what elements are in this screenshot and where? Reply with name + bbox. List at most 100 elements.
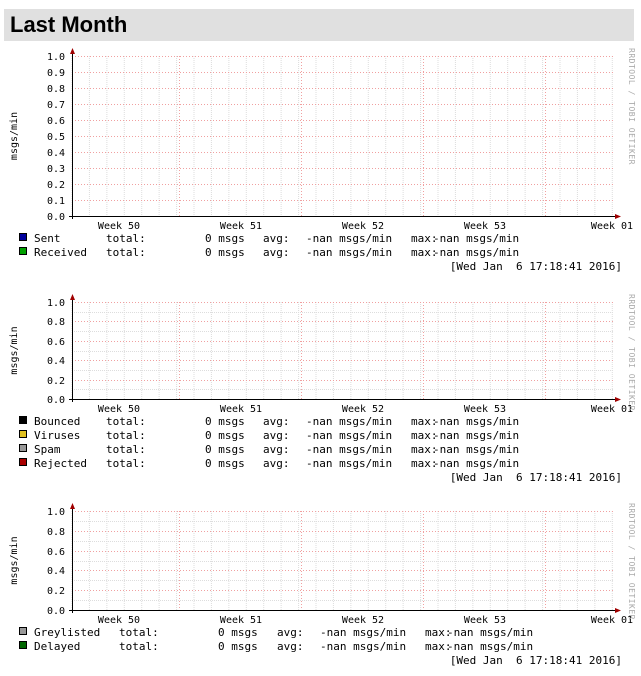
graph-bounced-viruses-spam-rejected: 1.0 0.8 0.6 0.4 0.2 0.0 Week 50 Week 51 Week 52 W… [9, 294, 636, 484]
y-tick-label: 0.0 [47, 395, 65, 406]
y-tick-label: 0.1 [47, 196, 65, 207]
x-tick-label: Week 52 [342, 221, 384, 232]
legend-max-value: -nan msgs/min [433, 246, 519, 259]
legend-max-value: -nan msgs/min [433, 429, 519, 442]
y-tick-label: 0.4 [47, 356, 65, 367]
graph-timestamp: [Wed Jan 6 17:18:41 2016] [450, 471, 622, 484]
x-tick-label: Week 51 [220, 404, 262, 415]
graph-timestamp: [Wed Jan 6 17:18:41 2016] [450, 654, 622, 667]
y-axis-arrow [70, 294, 75, 300]
legend-avg-label: avg: [277, 640, 304, 653]
y-axis-label: msgs/min [9, 536, 20, 584]
y-tick-label: 0.6 [47, 337, 65, 348]
legend-total-label: total: [106, 457, 146, 470]
x-tick-label: Week 01 [591, 615, 633, 626]
legend-total-value: 0 msgs [205, 232, 245, 245]
legend-max-label: max: [411, 443, 438, 456]
x-tick-label: Week 50 [98, 615, 140, 626]
y-axis-arrow [70, 503, 75, 509]
legend-avg-label: avg: [263, 246, 290, 259]
legend-max-label: max: [425, 640, 452, 653]
x-axis-arrow [615, 214, 621, 219]
legend-total-value: 0 msgs [205, 246, 245, 259]
y-tick-label: 0.3 [47, 164, 65, 175]
legend-total-label: total: [106, 232, 146, 245]
legend-series-name: Bounced [34, 415, 80, 428]
y-tick-label: 0.0 [47, 606, 65, 617]
y-tick-label: 1.0 [47, 507, 65, 518]
legend-swatch [19, 233, 27, 241]
legend-series-name: Sent [34, 232, 61, 245]
y-tick-label: 0.2 [47, 180, 65, 191]
x-tick-label: Week 50 [98, 221, 140, 232]
y-tick-label: 1.0 [47, 298, 65, 309]
watermark: RRDTOOL / TOBI OETIKER [627, 48, 636, 165]
x-tick-label: Week 53 [464, 404, 506, 415]
legend-avg-value: -nan msgs/min [306, 429, 392, 442]
page-header: Last Month [4, 9, 634, 41]
legend-avg-value: -nan msgs/min [320, 626, 406, 639]
x-tick-label: Week 01 [591, 221, 633, 232]
y-tick-label: 0.9 [47, 68, 65, 79]
legend-swatch [19, 430, 27, 438]
x-tick-label: Week 51 [220, 615, 262, 626]
legend-avg-value: -nan msgs/min [306, 232, 392, 245]
legend-avg-label: avg: [263, 232, 290, 245]
legend-total-label: total: [106, 443, 146, 456]
x-tick-label: Week 50 [98, 404, 140, 415]
y-tick-label: 0.6 [47, 116, 65, 127]
legend-series-name: Viruses [34, 429, 80, 442]
y-tick-label: 0.5 [47, 132, 65, 143]
y-axis-label: msgs/min [9, 112, 20, 160]
legend-avg-value: -nan msgs/min [320, 640, 406, 653]
legend-total-label: total: [106, 429, 146, 442]
legend-max-value: -nan msgs/min [447, 626, 533, 639]
legend-swatch [19, 641, 27, 649]
x-axis-arrow [615, 608, 621, 613]
legend-max-value: -nan msgs/min [433, 443, 519, 456]
legend-max-value: -nan msgs/min [433, 232, 519, 245]
x-tick-label: Week 51 [220, 221, 262, 232]
legend-series-name: Received [34, 246, 87, 259]
legend-max-value: -nan msgs/min [447, 640, 533, 653]
legend-total-value: 0 msgs [218, 640, 258, 653]
page-title: Last Month [10, 12, 128, 37]
y-tick-label: 1.0 [47, 52, 65, 63]
legend-swatch [19, 458, 27, 466]
legend-total-value: 0 msgs [205, 457, 245, 470]
x-axis-arrow [615, 397, 621, 402]
y-tick-label: 0.8 [47, 84, 65, 95]
legend-max-label: max: [411, 457, 438, 470]
y-tick-label: 0.0 [47, 212, 65, 223]
legend-swatch [19, 444, 27, 452]
legend-total-label: total: [119, 626, 159, 639]
x-tick-label: Week 52 [342, 615, 384, 626]
y-tick-label: 0.7 [47, 100, 65, 111]
legend-max-value: -nan msgs/min [433, 457, 519, 470]
legend-total-value: 0 msgs [205, 443, 245, 456]
graph-sent-received: 1.0 0.9 0.8 0.7 0.6 0.5 0.4 0.3 0.2 0.1 0.0 Week 50… [9, 48, 636, 273]
y-tick-label: 0.8 [47, 317, 65, 328]
legend-total-value: 0 msgs [205, 429, 245, 442]
legend-total-value: 0 msgs [205, 415, 245, 428]
watermark: RRDTOOL / TOBI OETIKER [627, 503, 636, 620]
legend-avg-label: avg: [263, 443, 290, 456]
legend-avg-value: -nan msgs/min [306, 443, 392, 456]
legend-swatch [19, 416, 27, 424]
legend-avg-label: avg: [263, 415, 290, 428]
legend-series-name: Greylisted [34, 626, 100, 639]
legend-avg-label: avg: [277, 626, 304, 639]
x-tick-label: Week 52 [342, 404, 384, 415]
y-axis-arrow [70, 48, 75, 54]
legend-swatch [19, 247, 27, 255]
graph-timestamp: [Wed Jan 6 17:18:41 2016] [450, 260, 622, 273]
legend-swatch [19, 627, 27, 635]
x-tick-label: Week 01 [591, 404, 633, 415]
legend-max-label: max: [411, 232, 438, 245]
legend-max-label: max: [411, 415, 438, 428]
legend-max-value: -nan msgs/min [433, 415, 519, 428]
legend-avg-value: -nan msgs/min [306, 246, 392, 259]
legend-total-label: total: [119, 640, 159, 653]
legend-series-name: Rejected [34, 457, 87, 470]
y-tick-label: 0.6 [47, 547, 65, 558]
